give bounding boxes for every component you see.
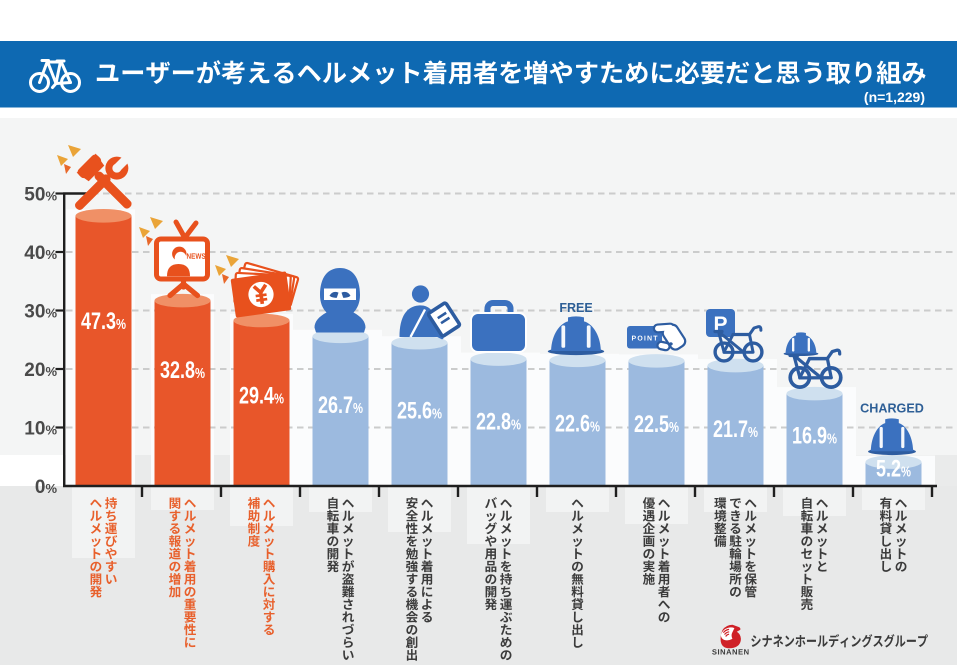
svg-text:20%: 20% (24, 360, 57, 381)
svg-text:47.3%: 47.3% (81, 309, 126, 335)
svg-text:22.5%: 22.5% (634, 411, 679, 437)
svg-text:40%: 40% (24, 243, 57, 264)
svg-text:50%: 50% (24, 185, 57, 206)
svg-text:22.8%: 22.8% (476, 409, 521, 435)
svg-text:5.2%: 5.2% (876, 456, 911, 482)
svg-text:CHARGED: CHARGED (860, 401, 924, 415)
svg-text:10%: 10% (24, 419, 57, 440)
svg-text:(n=1,229): (n=1,229) (864, 89, 925, 105)
svg-text:22.6%: 22.6% (555, 411, 600, 437)
svg-text:29.4%: 29.4% (239, 383, 284, 409)
svg-text:30%: 30% (24, 302, 57, 323)
svg-text:32.8%: 32.8% (160, 358, 205, 384)
svg-text:0%: 0% (35, 477, 58, 498)
svg-text:21.7%: 21.7% (713, 417, 758, 443)
svg-text:FREE: FREE (559, 301, 592, 315)
svg-text:25.6%: 25.6% (397, 398, 442, 424)
svg-text:16.9%: 16.9% (792, 423, 837, 449)
svg-text:26.7%: 26.7% (318, 392, 363, 418)
